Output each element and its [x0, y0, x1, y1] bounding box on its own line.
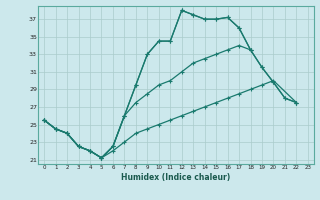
X-axis label: Humidex (Indice chaleur): Humidex (Indice chaleur): [121, 173, 231, 182]
